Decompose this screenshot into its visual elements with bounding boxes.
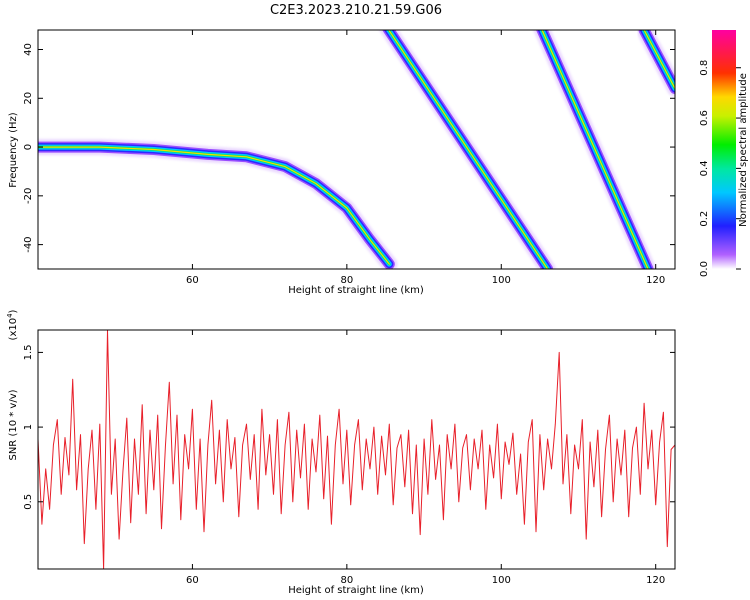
y-tick-label: 1.5 bbox=[23, 344, 34, 360]
colorbar-tick-label: 0.0 bbox=[699, 261, 710, 277]
bottom-x-axis-label: Height of straight line (km) bbox=[288, 585, 424, 596]
colorbar-tick-label: 0.2 bbox=[699, 211, 710, 227]
spectrogram-tracks bbox=[38, 30, 675, 269]
colorbar-gradient bbox=[712, 30, 736, 269]
x-tick-label: 120 bbox=[646, 275, 665, 286]
x-tick-label: 80 bbox=[340, 575, 353, 586]
y-tick-label: -40 bbox=[23, 236, 34, 252]
snr-series-line bbox=[38, 330, 675, 569]
colorbar-ticks: 0.0 0.2 0.4 0.6 0.8 bbox=[699, 60, 741, 277]
top-x-axis: 60 80 100 120 bbox=[186, 30, 665, 286]
y-tick-label: 0 bbox=[23, 144, 34, 150]
colorbar-tick-label: 0.6 bbox=[699, 110, 710, 126]
y-tick-label: 1 bbox=[23, 424, 34, 430]
x-tick-label: 60 bbox=[186, 575, 199, 586]
y-tick-label: 20 bbox=[23, 92, 34, 105]
colorbar-label: Normalized spectral amplitude bbox=[738, 73, 749, 227]
x-tick-label: 80 bbox=[340, 275, 353, 286]
spectrogram-track-curve bbox=[38, 141, 395, 269]
spectrogram-panel: 60 80 100 120 -40 -20 0 20 40 Height of straigh… bbox=[8, 29, 676, 296]
bottom-x-axis: 60 80 100 120 bbox=[186, 330, 665, 586]
spectrogram-frame bbox=[37, 29, 676, 270]
y-multiplier-base: (x10 bbox=[8, 318, 19, 341]
y-tick-label: 40 bbox=[23, 43, 34, 56]
spectrogram-track-diagonal-2 bbox=[541, 30, 649, 269]
bottom-y-axis: 0.5 1 1.5 bbox=[23, 344, 675, 510]
x-tick-label: 120 bbox=[646, 575, 665, 586]
colorbar-tick-label: 0.8 bbox=[699, 60, 710, 76]
y-tick-label: 0.5 bbox=[23, 494, 34, 510]
spectrogram-track-curve bbox=[38, 146, 390, 265]
snr-panel: 60 80 100 120 0.5 1 1.5 Height of straight li… bbox=[6, 309, 676, 596]
colorbar: 0.0 0.2 0.4 0.6 0.8 Normalized spectral ampl… bbox=[699, 30, 749, 277]
y-multiplier-label: (x104) bbox=[6, 309, 19, 340]
x-tick-label: 100 bbox=[492, 275, 511, 286]
snr-frame bbox=[37, 329, 676, 570]
spectrogram-track-diagonal-1 bbox=[388, 30, 549, 269]
x-tick-label: 100 bbox=[492, 575, 511, 586]
top-x-axis-label: Height of straight line (km) bbox=[288, 285, 424, 296]
top-y-axis: -40 -20 0 20 40 bbox=[23, 43, 675, 253]
y-tick-label: -20 bbox=[23, 188, 34, 204]
figure-title: C2E3.2023.210.21.59.G06 bbox=[270, 3, 442, 18]
y-multiplier-close: ) bbox=[8, 309, 19, 313]
colorbar-tick-label: 0.4 bbox=[699, 160, 710, 176]
top-y-axis-label: Frequency (Hz) bbox=[8, 112, 19, 188]
bottom-y-axis-label: SNR (10 * v/v) bbox=[8, 389, 19, 460]
x-tick-label: 60 bbox=[186, 275, 199, 286]
spectrogram-track-diagonal-3 bbox=[643, 30, 675, 90]
y-multiplier-exponent: 4 bbox=[6, 313, 14, 318]
